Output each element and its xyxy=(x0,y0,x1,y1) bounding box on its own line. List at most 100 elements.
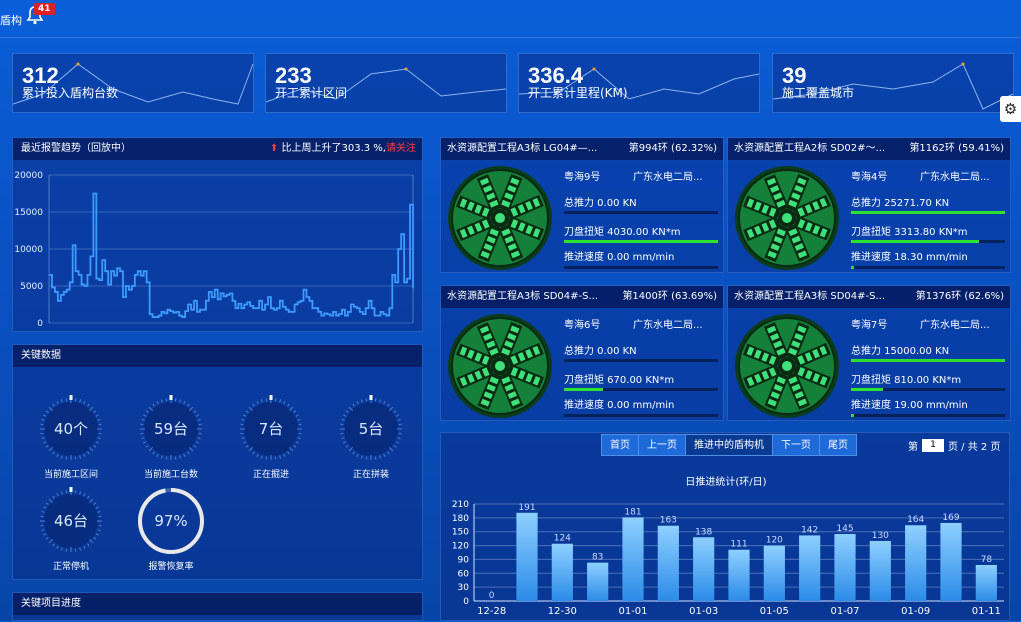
y-tick-label: 90 xyxy=(458,555,470,565)
stat-card-mileage: 336.4 开工累计里程(KM) xyxy=(518,53,760,113)
machine-card[interactable]: 水资源配置工程A3标 LG04#—...第994环 (62.32%)粤海9号广东… xyxy=(440,137,724,273)
machine-name: 粤海4号 xyxy=(851,168,887,183)
key-progress-panel: 关键项目进度 xyxy=(12,592,423,621)
speed-bar xyxy=(851,266,1005,269)
speed-bar xyxy=(564,414,718,417)
system-label: 盾构 xyxy=(0,12,22,28)
machine-card[interactable]: 水资源配置工程A3标 SD04#-S...第1376环 (62.6%)粤海7号广… xyxy=(727,285,1011,421)
bar-12-31 xyxy=(587,563,608,601)
pager-prev-button[interactable]: 上一页 xyxy=(638,434,686,456)
cutter-head-icon xyxy=(447,165,553,271)
stat-label: 施工覆盖城市 xyxy=(782,84,854,101)
thrust-bar xyxy=(564,211,718,214)
thrust-bar xyxy=(851,359,1005,362)
gauge-value: 40个 xyxy=(35,393,107,465)
machine-ring: 第1400环 (63.69%) xyxy=(622,286,717,308)
bar-value-label: 164 xyxy=(907,515,924,525)
machine-ring: 第994环 (62.32%) xyxy=(629,138,717,160)
gauge-label: 当前施工区间 xyxy=(21,467,121,480)
cutter-hub-center xyxy=(782,361,792,371)
thrust-bar xyxy=(851,211,1005,214)
gauge-0: 40个 xyxy=(35,393,107,465)
gauge-value: 46台 xyxy=(35,485,107,557)
x-tick-label: 01-11 xyxy=(972,606,1001,617)
machine-company: 广东水电二局... xyxy=(920,168,990,183)
x-tick-label: 01-03 xyxy=(689,606,718,617)
page-info: 第 1 页 / 共 2 页 xyxy=(908,438,1000,453)
attention-link[interactable]: 请关注 xyxy=(386,143,416,154)
bar-value-label: 138 xyxy=(695,527,712,537)
machine-thrust: 总推力 15000.00 KN xyxy=(851,342,949,357)
bar-value-label: 163 xyxy=(660,516,677,526)
top-bar: 盾构 41 xyxy=(0,0,1021,38)
bar-value-label: 130 xyxy=(872,531,889,541)
stat-label: 开工累计里程(KM) xyxy=(528,84,628,101)
chart-title: 日推进统计(环/日) xyxy=(685,475,766,488)
machine-speed: 推进速度 18.30 mm/min xyxy=(851,248,968,263)
panel-title: 关键数据 xyxy=(13,345,422,367)
y-tick-label: 210 xyxy=(452,500,469,510)
alarm-change-text: 比上周上升了303.3 %, xyxy=(282,143,387,154)
pager-next-button[interactable]: 下一页 xyxy=(772,434,820,456)
machine-thrust: 总推力 0.00 KN xyxy=(564,342,637,357)
torque-bar xyxy=(564,240,718,243)
gauge-1: 59台 xyxy=(135,393,207,465)
speed-bar xyxy=(564,266,718,269)
gauge-value: 59台 xyxy=(135,393,207,465)
pager-last-button[interactable]: 尾页 xyxy=(819,434,857,456)
cutter-hub-center xyxy=(495,213,505,223)
bar-01-06 xyxy=(799,535,820,601)
gauge-2: 7台 xyxy=(235,393,307,465)
pager-current-tab[interactable]: 推进中的盾构机 xyxy=(685,434,773,456)
cutter-head-icon xyxy=(734,165,840,271)
stat-card-shield-count: 312 累计投入盾构台数 xyxy=(12,53,254,113)
arrow-up-icon: ⬆ xyxy=(270,143,278,154)
speed-bar xyxy=(851,414,1005,417)
alert-count-badge: 41 xyxy=(34,3,55,15)
machine-card[interactable]: 水资源配置工程A2标 SD02#～...第1162环 (59.41%)粤海4号广… xyxy=(727,137,1011,273)
cutter-hub-center xyxy=(782,213,792,223)
x-tick-label: 12-28 xyxy=(477,606,506,617)
stat-label: 累计投入盾构台数 xyxy=(22,84,118,101)
y-tick-label: 0 xyxy=(37,319,43,329)
machine-project: 水资源配置工程A3标 LG04#—... xyxy=(447,138,597,160)
page-suffix: 页 / 共 2 页 xyxy=(948,438,1000,453)
machine-company: 广东水电二局... xyxy=(633,168,703,183)
panel-title: 关键项目进度 xyxy=(13,593,422,615)
stat-card-section-count: 233 开工累计区间 xyxy=(265,53,507,113)
bar-value-label: 145 xyxy=(836,524,853,534)
bar-01-02 xyxy=(658,526,679,601)
page-prefix: 第 xyxy=(908,438,918,453)
bar-value-label: 83 xyxy=(592,553,603,563)
y-tick-label: 120 xyxy=(452,542,469,552)
y-tick-label: 5000 xyxy=(20,282,43,292)
y-tick-label: 20000 xyxy=(14,171,43,181)
machine-company: 广东水电二局... xyxy=(633,316,703,331)
thrust-bar xyxy=(564,359,718,362)
page-input[interactable]: 1 xyxy=(922,439,944,452)
bar-value-label: 169 xyxy=(942,513,959,523)
machine-card[interactable]: 水资源配置工程A3标 SD04#-S...第1400环 (63.69%)粤海6号… xyxy=(440,285,724,421)
machine-name: 粤海6号 xyxy=(564,316,600,331)
machine-torque: 刀盘扭矩 670.00 KN*m xyxy=(564,371,674,386)
machine-ring: 第1376环 (62.6%) xyxy=(916,286,1004,308)
gauge-value: 97% xyxy=(135,485,207,557)
bar-01-07 xyxy=(834,534,855,601)
torque-bar xyxy=(851,240,1005,243)
y-tick-label: 15000 xyxy=(14,208,43,218)
bar-12-30 xyxy=(552,544,573,601)
bar-01-03 xyxy=(693,537,714,601)
settings-gear-icon[interactable]: ⚙ xyxy=(1000,96,1021,122)
bar-01-01 xyxy=(622,517,643,601)
y-tick-label: 180 xyxy=(452,514,469,524)
bar-01-05 xyxy=(764,546,785,601)
pager-first-button[interactable]: 首页 xyxy=(601,434,639,456)
gauge-label: 当前施工台数 xyxy=(121,467,221,480)
y-tick-label: 30 xyxy=(458,583,470,593)
cutter-head-icon xyxy=(447,313,553,419)
machine-project: 水资源配置工程A3标 SD04#-S... xyxy=(734,286,885,308)
torque-bar xyxy=(564,388,718,391)
machine-thrust: 总推力 25271.70 KN xyxy=(851,194,949,209)
machine-ring: 第1162环 (59.41%) xyxy=(909,138,1004,160)
